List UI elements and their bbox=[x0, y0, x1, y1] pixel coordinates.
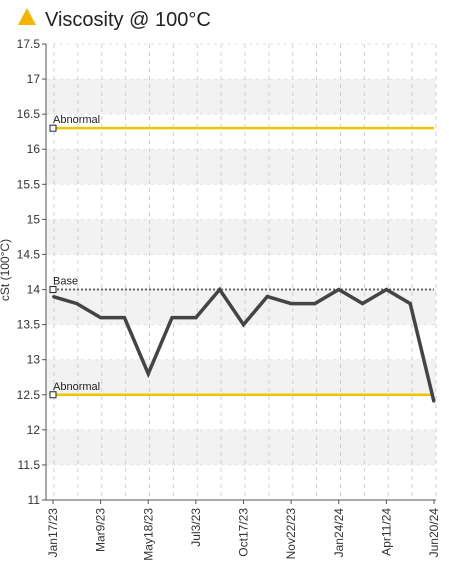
y-tick-label: 12 bbox=[27, 423, 41, 437]
data-point bbox=[218, 288, 221, 291]
background-bands bbox=[46, 44, 436, 500]
y-tick-label: 13.5 bbox=[17, 318, 41, 332]
background-band bbox=[46, 429, 436, 465]
x-tick-label: Nov22/23 bbox=[284, 508, 298, 560]
data-point bbox=[194, 316, 197, 319]
background-band bbox=[46, 254, 436, 290]
background-band bbox=[46, 359, 436, 395]
reference-line-label: Abnormal bbox=[53, 114, 100, 126]
data-point bbox=[266, 295, 269, 298]
y-tick-label: 12.5 bbox=[17, 388, 41, 402]
y-tick-label: 16.5 bbox=[17, 107, 41, 121]
x-tick-label: Jun20/24 bbox=[427, 508, 441, 558]
x-tick-label: Jan24/24 bbox=[332, 508, 346, 558]
background-band bbox=[46, 464, 436, 500]
warning-triangle-icon bbox=[18, 8, 36, 25]
y-tick-label: 11 bbox=[28, 493, 41, 507]
data-point bbox=[99, 316, 102, 319]
reference-marker bbox=[49, 391, 57, 399]
x-tick-label: Oct17/23 bbox=[237, 508, 251, 557]
data-point bbox=[313, 302, 316, 305]
data-point bbox=[123, 316, 126, 319]
background-band bbox=[46, 324, 436, 360]
axes bbox=[45, 44, 436, 501]
reference-marker bbox=[49, 286, 57, 294]
y-tick-label: 15 bbox=[27, 212, 41, 226]
y-tick-label: 17.5 bbox=[17, 37, 41, 51]
y-tick-label: 14.5 bbox=[17, 247, 41, 261]
x-tick-label: Apr11/24 bbox=[379, 508, 393, 556]
y-tick-label: 11.5 bbox=[18, 458, 41, 472]
y-tick-labels: 17.5 17 16.5 16 15.5 15 14.5 14 13.5 13 12.5 12 11.5… bbox=[17, 37, 46, 507]
background-band bbox=[46, 184, 436, 220]
y-tick-label: 15.5 bbox=[17, 177, 41, 191]
data-point bbox=[290, 302, 293, 305]
data-point bbox=[52, 295, 54, 298]
background-band bbox=[46, 114, 436, 150]
background-band bbox=[46, 394, 436, 430]
data-point bbox=[337, 288, 340, 291]
background-band bbox=[46, 79, 436, 115]
background-band bbox=[46, 149, 436, 185]
viscosity-series bbox=[52, 286, 436, 403]
y-tick-label: 13 bbox=[27, 353, 41, 367]
reference-line-label: Abnormal bbox=[53, 381, 100, 393]
y-axis-label: cSt (100°C) bbox=[0, 239, 12, 301]
data-point bbox=[433, 400, 435, 403]
data-point bbox=[75, 302, 78, 305]
chart-title-group: Viscosity @ 100°C bbox=[18, 8, 211, 31]
x-tick-label: May18/23 bbox=[141, 508, 155, 561]
y-tick-label: 16 bbox=[27, 142, 41, 156]
data-point bbox=[409, 302, 412, 305]
y-tick-label: 17 bbox=[27, 72, 41, 86]
data-point bbox=[147, 372, 150, 375]
x-tick-label: Jul3/23 bbox=[189, 508, 203, 547]
data-point bbox=[242, 323, 245, 326]
data-point bbox=[171, 316, 174, 319]
x-tick-label: Jan17/23 bbox=[46, 508, 60, 558]
chart-title: Viscosity @ 100°C bbox=[45, 9, 211, 31]
background-band bbox=[46, 219, 436, 255]
background-band bbox=[46, 44, 436, 80]
data-point bbox=[361, 302, 364, 305]
reference-marker bbox=[49, 124, 57, 132]
reference-line-label: Base bbox=[53, 276, 78, 288]
data-point bbox=[385, 288, 388, 291]
x-tick-labels: Jan17/23 Mar9/23 May18/23 Jul3/23 Oct17/23 No… bbox=[46, 500, 441, 561]
reference-lines: Abnormal Base Abnormal bbox=[49, 114, 434, 399]
x-tick-label: Mar9/23 bbox=[94, 508, 108, 552]
y-tick-label: 14 bbox=[27, 283, 41, 297]
